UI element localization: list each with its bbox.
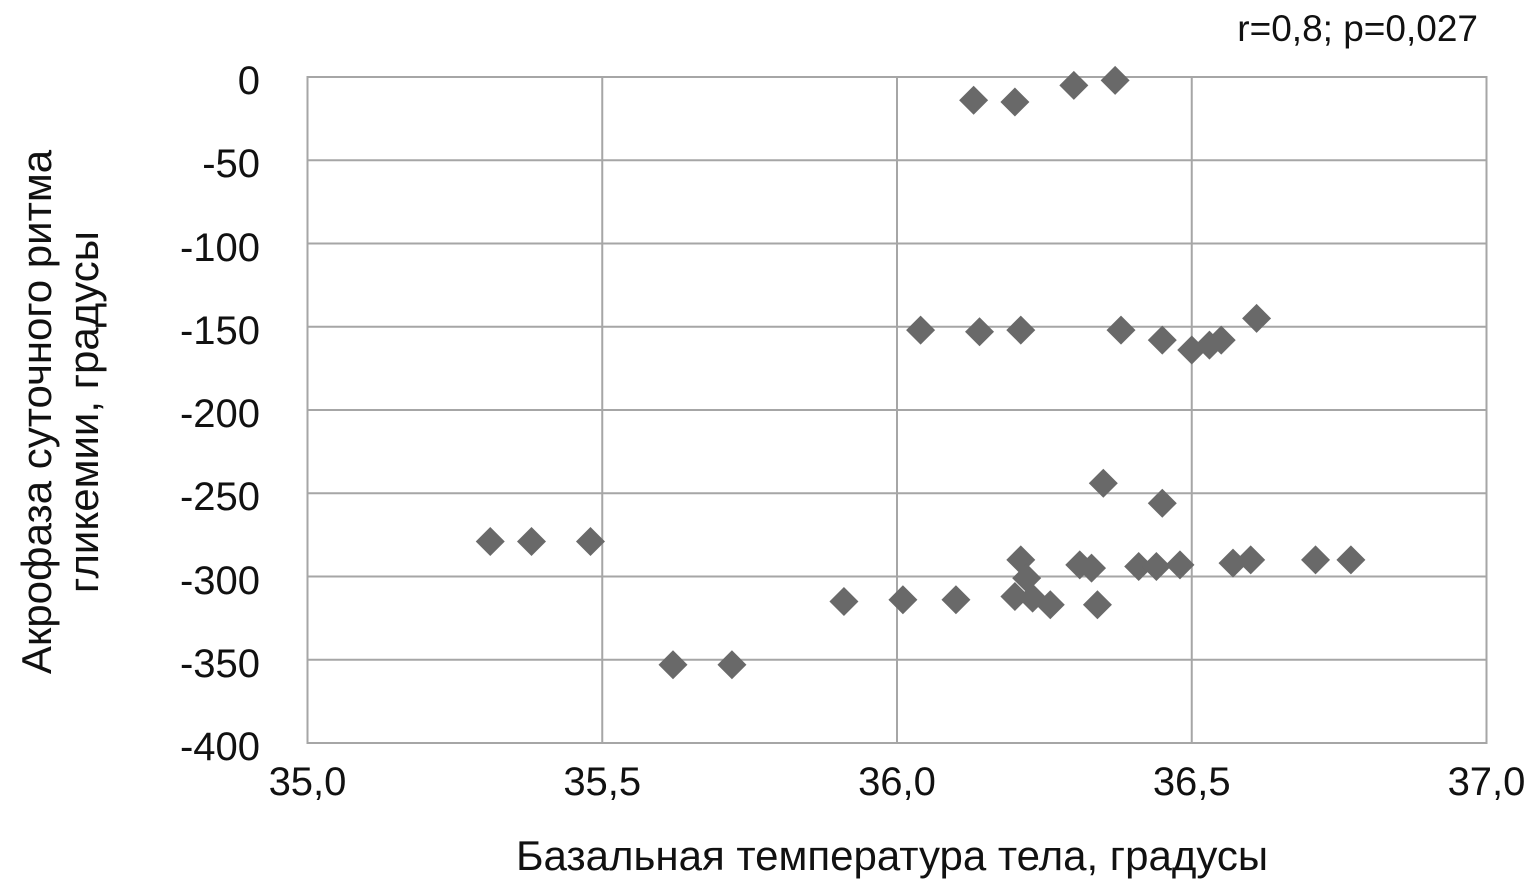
x-tick-label: 36,5 (1152, 760, 1231, 804)
data-point-marker (1236, 545, 1266, 575)
data-point-marker (959, 85, 989, 115)
data-point-marker (888, 585, 918, 615)
data-point-marker (1006, 545, 1036, 575)
data-point-marker (965, 317, 995, 347)
data-point-marker (1082, 590, 1112, 620)
data-point-marker (1006, 315, 1036, 345)
data-point-marker (1147, 488, 1177, 518)
x-tick-label: 37,0 (1447, 760, 1526, 804)
data-point-marker (575, 527, 605, 557)
y-tick-label: 0 (237, 59, 260, 103)
x-tick-label: 35,0 (268, 760, 347, 804)
x-tick-label: 35,5 (563, 760, 642, 804)
data-point-marker (658, 650, 688, 680)
x-axis-title: Базальная температура тела, градусы (515, 832, 1269, 879)
x-tick-label: 36,0 (858, 760, 936, 804)
y-tick-label: -350 (179, 641, 260, 686)
data-point-marker (1088, 468, 1118, 498)
y-tick-label: -150 (179, 308, 260, 353)
data-point-marker (1242, 303, 1272, 333)
y-tick-label: -300 (179, 558, 260, 603)
data-point-marker (941, 585, 971, 615)
data-point-marker (1206, 325, 1236, 355)
y-tick-label: -250 (179, 475, 260, 520)
data-point-marker (1100, 65, 1130, 95)
data-point-marker (1124, 552, 1154, 582)
data-point-marker (1077, 553, 1107, 583)
y-tick-label: -50 (202, 142, 260, 187)
data-point-marker (1165, 550, 1195, 580)
data-point-marker (475, 527, 505, 557)
data-point-marker (1106, 315, 1136, 345)
y-tick-label: -400 (179, 725, 260, 769)
data-point-marker (717, 650, 747, 680)
y-tick-label: -200 (179, 392, 260, 436)
data-point-marker (906, 315, 936, 345)
data-point-marker (1035, 590, 1065, 620)
data-point-marker (517, 527, 547, 557)
data-point-marker (1141, 552, 1171, 582)
y-tick-label: -100 (179, 225, 260, 270)
data-point-marker (1301, 545, 1331, 575)
data-point-marker (829, 586, 859, 616)
plot-border (306, 76, 1488, 744)
data-point-marker (1336, 545, 1366, 575)
data-point-marker (1059, 70, 1089, 100)
data-point-marker (1000, 581, 1030, 611)
data-point-marker (1000, 87, 1030, 117)
data-point-marker (1147, 325, 1177, 355)
correlation-annotation: r=0,8; p=0,027 (1237, 8, 1478, 49)
